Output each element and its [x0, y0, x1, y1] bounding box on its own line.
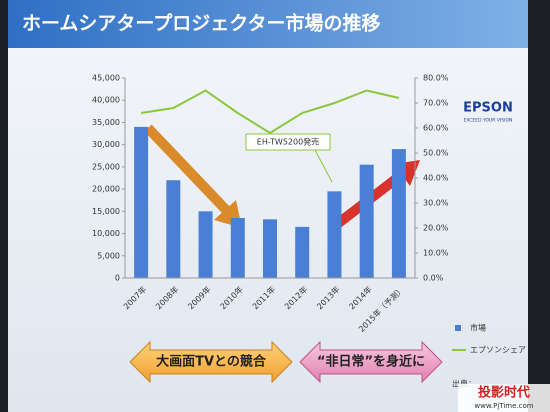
line: [140, 89, 400, 135]
bar: [230, 218, 245, 278]
down-arrow: [144, 124, 232, 216]
bar: [327, 191, 342, 278]
y2-tick-label: 20.0%: [423, 224, 449, 233]
left-banner: [129, 340, 293, 384]
source: 出典：: [452, 379, 476, 389]
y-tick-label: 5,000: [97, 251, 120, 260]
bar: [166, 180, 181, 278]
y-tick-label: 35,000: [92, 118, 120, 127]
callout-box: [245, 133, 331, 151]
watermark-bg: [458, 384, 550, 412]
y-tick-label: 20,000: [92, 185, 120, 194]
y-tick-label: 30,000: [92, 140, 120, 149]
bar: [391, 149, 406, 278]
y2-tick-label: 40.0%: [423, 174, 449, 183]
banner-text: 大画面TVとの競合: [156, 354, 267, 370]
legend-label: エプソンシェア: [470, 346, 526, 355]
y-tick-label: 40,000: [92, 96, 120, 105]
y-tick-label: 0: [115, 274, 120, 283]
plot: [134, 89, 406, 278]
annotation: EH-TW5200発売: [245, 133, 333, 183]
legend-swatch: [455, 325, 461, 331]
banner-text: “非日常”を身近に: [317, 354, 425, 370]
bar: [359, 164, 374, 278]
bar: [295, 226, 310, 278]
right-banner: [299, 340, 443, 384]
watermark: 投影时代: [478, 385, 530, 401]
y-tick-label: 10,000: [92, 229, 120, 238]
watermark-url: www.PjTime.com: [474, 402, 533, 410]
y2-tick-label: 70.0%: [423, 99, 449, 108]
y-tick-label: 15,000: [92, 207, 120, 216]
logo: EPSON: [463, 101, 513, 116]
slide: [8, 0, 528, 412]
y2-tick-label: 60.0%: [423, 124, 449, 133]
y2-tick-label: 80.0%: [423, 74, 449, 83]
tagline: EXCEED YOUR VISION: [464, 118, 513, 124]
callout-leader: [314, 149, 333, 183]
y2-tick-label: 50.0%: [423, 149, 449, 158]
legend-label: 市場: [470, 323, 486, 333]
bar: [134, 126, 149, 278]
y2-tick-label: 30.0%: [423, 199, 449, 208]
title-band: [8, 0, 528, 48]
y2-tick-label: 0.0%: [423, 274, 444, 283]
y-tick-label: 45,000: [92, 74, 120, 83]
bar: [263, 219, 277, 278]
annotation-text: EH-TW5200発売: [257, 137, 319, 147]
y2-tick-label: 10.0%: [423, 249, 449, 258]
y-tick-label: 25,000: [92, 162, 120, 171]
chart-title: ホームシアタープロジェクター市場の推移: [22, 12, 381, 35]
bar: [198, 211, 213, 278]
